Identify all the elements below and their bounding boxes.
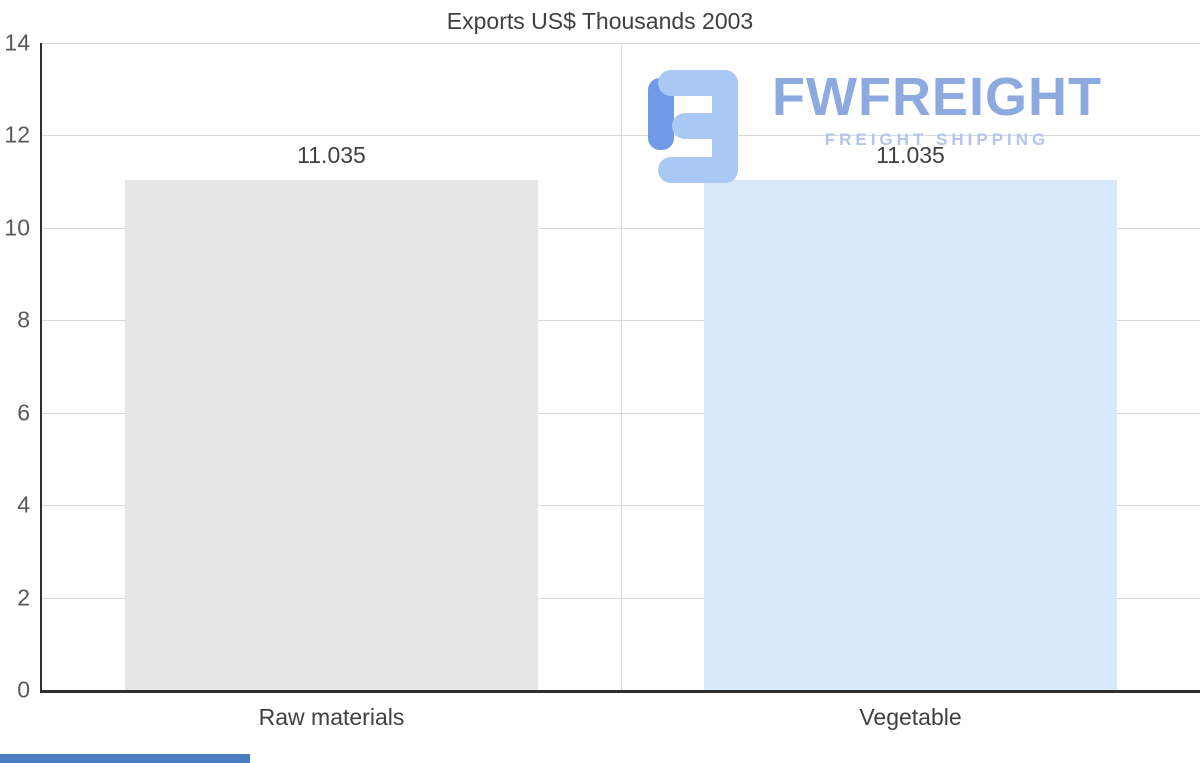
chart-title: Exports US$ Thousands 2003 <box>446 8 754 34</box>
y-axis-line <box>40 43 42 693</box>
plot-area: 11.035 11.035 <box>42 43 1200 690</box>
gridline-vertical <box>621 43 622 690</box>
watermark-text: FWFREIGHT FREIGHT SHIPPING <box>772 70 1102 150</box>
value-label-raw-materials: 11.035 <box>297 142 366 169</box>
y-tick-label: 10 <box>4 214 30 241</box>
y-tick-label: 4 <box>17 491 30 518</box>
y-tick-label: 12 <box>4 121 30 148</box>
y-tick-label: 0 <box>17 676 30 703</box>
value-label-vegetable: 11.035 <box>876 142 945 169</box>
y-tick-label: 6 <box>17 399 30 426</box>
brand-logo-icon <box>648 70 738 183</box>
watermark-brand: FWFREIGHT <box>772 67 1102 127</box>
watermark: FWFREIGHT FREIGHT SHIPPING <box>648 70 1102 183</box>
footer-accent-bar <box>0 754 250 763</box>
x-axis-labels: Raw materials Vegetable <box>42 704 1200 740</box>
bar-vegetable[interactable] <box>703 180 1118 690</box>
bar-raw-materials[interactable] <box>124 180 539 690</box>
category-label-vegetable: Vegetable <box>859 704 962 730</box>
watermark-tagline: FREIGHT SHIPPING <box>824 130 1050 149</box>
y-axis-labels: 0 2 4 6 8 10 12 14 <box>0 30 34 703</box>
y-tick-label: 2 <box>17 584 30 611</box>
category-label-raw-materials: Raw materials <box>258 704 405 730</box>
x-axis-line <box>40 690 1200 693</box>
y-tick-label: 14 <box>4 29 30 56</box>
y-tick-label: 8 <box>17 306 30 333</box>
